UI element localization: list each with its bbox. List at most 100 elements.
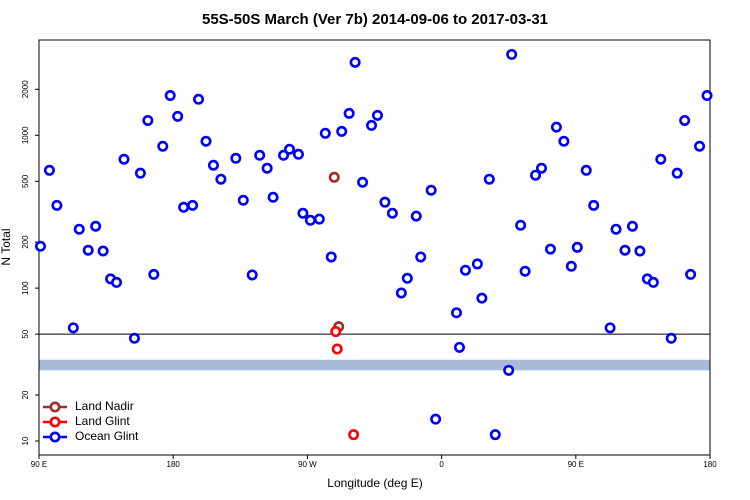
data-point [395,287,407,299]
x-tick-label: 90 W [298,460,317,469]
data-point [386,207,398,219]
data-point [357,176,369,188]
data-point [647,276,659,288]
data-point [336,125,348,137]
legend-marker [49,416,61,428]
data-point [685,268,697,280]
data-point [425,184,437,196]
data-point [483,173,495,185]
legend-label: Ocean Glint [75,429,139,443]
x-tick-label: 90 E [568,460,584,469]
data-point [330,326,342,338]
reference-band [39,359,710,371]
data-point [230,152,242,164]
data-point [655,153,667,165]
x-tick-label: 180 [167,460,181,469]
data-point [530,169,542,181]
y-tick-label: 2000 [21,80,30,98]
data-point [588,199,600,211]
data-point [536,162,548,174]
y-tick-label: 200 [21,235,30,249]
data-point [187,199,199,211]
legend-label: Land Nadir [75,399,134,413]
data-point [82,244,94,256]
legend-marker [49,401,61,413]
data-point [267,191,279,203]
data-point [459,264,471,276]
data-point [671,167,683,179]
y-tick-label: 500 [21,174,30,188]
data-point [430,413,442,425]
data-point [565,260,577,272]
data-point [67,322,79,334]
data-point [128,332,140,344]
data-point [200,135,212,147]
data-point [634,245,646,257]
data-point [157,140,169,152]
data-point [34,240,46,252]
data-point [134,167,146,179]
data-point [571,241,583,253]
data-point [665,332,677,344]
data-point [237,194,249,206]
data-point [304,214,316,226]
data-point [313,213,325,225]
data-point [519,265,531,277]
y-tick-label: 100 [21,281,30,295]
data-point [544,243,556,255]
data-point [503,364,515,376]
data-point [43,164,55,176]
data-point [292,148,304,160]
data-point [349,56,361,68]
data-point [453,341,465,353]
data-point [610,223,622,235]
data-point [415,251,427,263]
data-point [193,93,205,105]
data-point [325,251,337,263]
data-point [410,210,422,222]
data-point [379,196,391,208]
y-axis-label: N Total [0,228,13,265]
data-point [51,199,63,211]
data-point [366,119,378,131]
data-point [254,149,266,161]
data-point [489,429,501,441]
data-point [626,220,638,232]
data-point [178,201,190,213]
data-point [619,244,631,256]
data-point [164,90,176,102]
y-tick-label: 10 [21,436,30,445]
data-point [550,121,562,133]
data-point [515,219,527,231]
data-point [471,258,483,270]
data-point [331,343,343,355]
data-point [142,114,154,126]
data-point [111,276,123,288]
data-point [284,143,296,155]
data-point [580,164,592,176]
data-point [701,90,713,102]
data-point [476,292,488,304]
y-tick-label: 50 [21,329,30,338]
y-tick-label: 1000 [21,126,30,144]
data-point [371,109,383,121]
data-point [694,140,706,152]
data-point [451,307,463,319]
data-point [118,153,130,165]
data-point [246,269,258,281]
legend-label: Land Glint [75,414,130,428]
data-point [172,110,184,122]
data-point [97,245,109,257]
data-point [401,272,413,284]
x-tick-label: 0 [439,460,444,469]
data-point [343,107,355,119]
data-point [348,429,360,441]
data-point [90,220,102,232]
data-point [148,268,160,280]
x-tick-label: 180 [703,460,717,469]
legend-marker [49,431,61,443]
data-point [328,171,340,183]
plot-frame [38,39,711,456]
data-point [319,127,331,139]
data-point [261,162,273,174]
